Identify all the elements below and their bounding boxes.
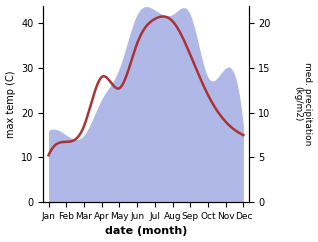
X-axis label: date (month): date (month) — [105, 227, 187, 236]
Y-axis label: med. precipitation
(kg/m2): med. precipitation (kg/m2) — [293, 62, 313, 145]
Y-axis label: max temp (C): max temp (C) — [5, 70, 16, 138]
